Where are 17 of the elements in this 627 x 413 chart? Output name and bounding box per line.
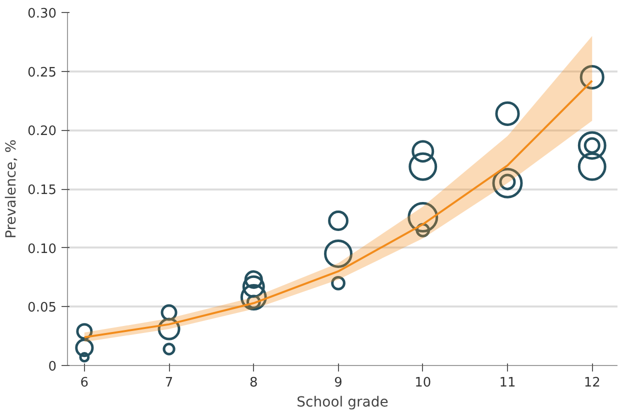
x-tick-label: 11 — [499, 376, 516, 390]
y-axis-title: Prevalence, % — [4, 139, 20, 239]
line-series — [83, 80, 594, 338]
y-tick-label: 0.15 — [28, 183, 57, 198]
x-tick-label: 12 — [584, 376, 600, 390]
y-tick-label: 0 — [48, 360, 57, 374]
y-tick-label: 0.05 — [28, 300, 57, 316]
x-tick-label: 8 — [250, 376, 258, 390]
x-tick-label: 7 — [164, 376, 174, 390]
x-tick-label: 6 — [80, 376, 89, 390]
x-axis-title: School grade — [296, 394, 388, 410]
y-tick-label: 0.20 — [28, 124, 57, 140]
y-tick-label: 0.25 — [28, 65, 57, 80]
x-tick-label: 9 — [334, 376, 342, 390]
y-tick-label: 0.10 — [28, 242, 57, 257]
y-tick-label: 0.30 — [28, 6, 57, 22]
x-tick-label: 10 — [414, 376, 432, 390]
